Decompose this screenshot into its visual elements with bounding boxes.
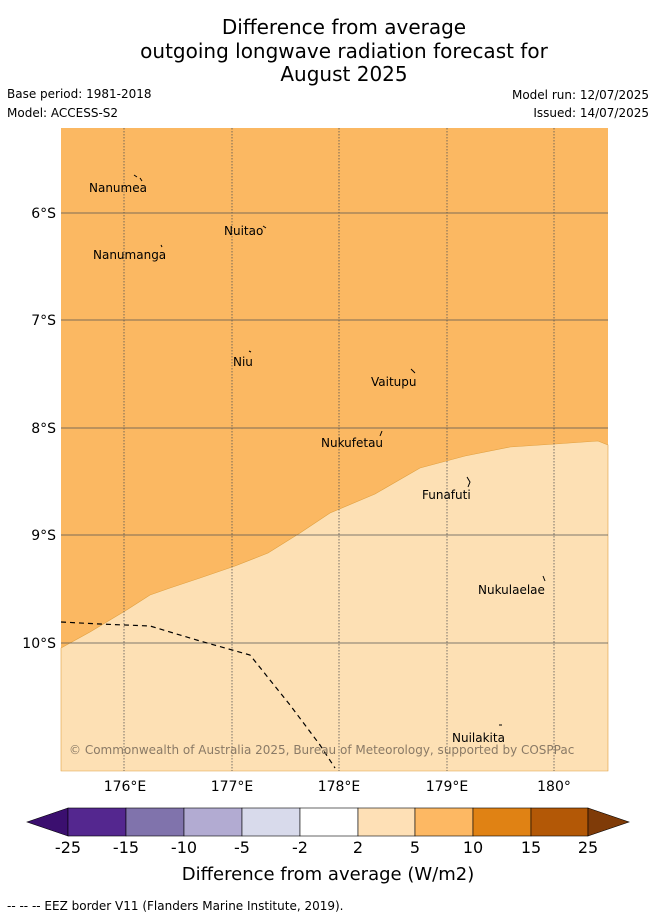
place-label-nanumanga: Nanumanga <box>93 248 166 262</box>
latitude-gridlines <box>61 212 608 644</box>
place-label-nuitao: Nuitao <box>224 224 263 238</box>
eez-footnote: -- -- -- EEZ border V11 (Flanders Marine… <box>7 899 344 913</box>
colorbar-extend-low <box>26 807 69 837</box>
lon-label-176e: 176°E <box>104 779 147 795</box>
place-label-vaitupu: Vaitupu <box>371 375 417 389</box>
colorbar-swatch-5-10 <box>414 807 474 837</box>
lon-label-178e: 178°E <box>318 779 361 795</box>
colorbar-swatch-15-25 <box>530 807 589 837</box>
colorbar-swatch-minus15-minus10 <box>125 807 185 837</box>
lon-label-179e: 179°E <box>426 779 469 795</box>
lon-label-180: 180° <box>537 779 571 795</box>
island-vaitupu <box>410 368 416 374</box>
lon-label-177e: 177°E <box>211 779 254 795</box>
island-nanumea <box>133 174 143 182</box>
place-label-niu: Niu <box>233 355 253 369</box>
island-nuitao <box>262 225 267 229</box>
colorbar-swatch-minus10-minus5 <box>183 807 243 837</box>
colorbar-tick-minus10: -10 <box>171 838 197 857</box>
issued-date: Issued: 14/07/2025 <box>533 106 649 120</box>
colorbar <box>26 807 630 837</box>
colorbar-swatch-2-5 <box>357 807 416 837</box>
latitude-labels: 6°S 7°S 8°S 9°S 10°S <box>22 206 56 652</box>
island-nanumanga <box>160 244 163 248</box>
longitude-gridlines <box>123 128 555 771</box>
colorbar-tick-5: 5 <box>410 838 420 857</box>
lat-label-6s: 6°S <box>31 206 56 222</box>
lat-label-10s: 10°S <box>22 636 56 652</box>
island-nukufetau <box>379 430 383 437</box>
island-niu <box>248 350 252 353</box>
place-label-nanumea: Nanumea <box>89 181 147 195</box>
title-line-3: August 2025 <box>280 62 408 86</box>
colorbar-tick-labels: -25 -15 -10 -5 -2 2 5 10 15 25 <box>55 838 598 857</box>
title-line-1: Difference from average <box>221 15 467 39</box>
colorbar-tick-25: 25 <box>578 838 598 857</box>
colorbar-tick-15: 15 <box>521 838 541 857</box>
lat-label-7s: 7°S <box>31 313 56 329</box>
colorbar-tick-minus15: -15 <box>113 838 139 857</box>
place-label-funafuti: Funafuti <box>422 488 471 502</box>
place-label-nukulaelae: Nukulaelae <box>478 583 545 597</box>
island-nukulaelae <box>542 575 546 582</box>
colorbar-label: Difference from average (W/m2) <box>182 864 474 885</box>
title-line-2: outgoing longwave radiation forecast for <box>140 38 548 63</box>
colorbar-tick-2: 2 <box>353 838 363 857</box>
place-label-nukufetau: Nukufetau <box>321 436 383 450</box>
colorbar-swatch-10-15 <box>472 807 532 837</box>
lat-label-9s: 9°S <box>31 528 56 544</box>
colorbar-extend-high <box>587 807 630 837</box>
copyright-notice: © Commonwealth of Australia 2025, Bureau… <box>69 743 574 757</box>
colorbar-swatch-minus25-minus15 <box>67 807 127 837</box>
colorbar-swatch-minus5-minus2 <box>241 807 301 837</box>
island-outlines <box>133 174 546 726</box>
base-period: Base period: 1981-2018 <box>7 87 152 101</box>
island-funafuti <box>466 476 471 488</box>
lat-label-8s: 8°S <box>31 421 56 437</box>
colorbar-tick-minus2: -2 <box>292 838 308 857</box>
model-run-date: Model run: 12/07/2025 <box>511 88 649 102</box>
colorbar-tick-minus25: -25 <box>55 838 81 857</box>
map-panel: Nanumea Nuitao Nanumanga Niu Vaitupu Nuk… <box>60 128 609 772</box>
place-label-nuilakita: Nuilakita <box>452 731 505 745</box>
longitude-labels: 176°E 177°E 178°E 179°E 180° <box>104 779 571 795</box>
colorbar-tick-minus5: -5 <box>234 838 250 857</box>
eez-border-line <box>60 621 336 769</box>
model-name: Model: ACCESS-S2 <box>7 106 119 120</box>
colorbar-swatch-minus2-2 <box>299 807 359 837</box>
band-2-5-area <box>60 440 609 772</box>
colorbar-tick-10: 10 <box>463 838 483 857</box>
place-labels: Nanumea Nuitao Nanumanga Niu Vaitupu Nuk… <box>89 181 545 745</box>
map-title: Difference from average outgoing longwav… <box>0 15 655 87</box>
